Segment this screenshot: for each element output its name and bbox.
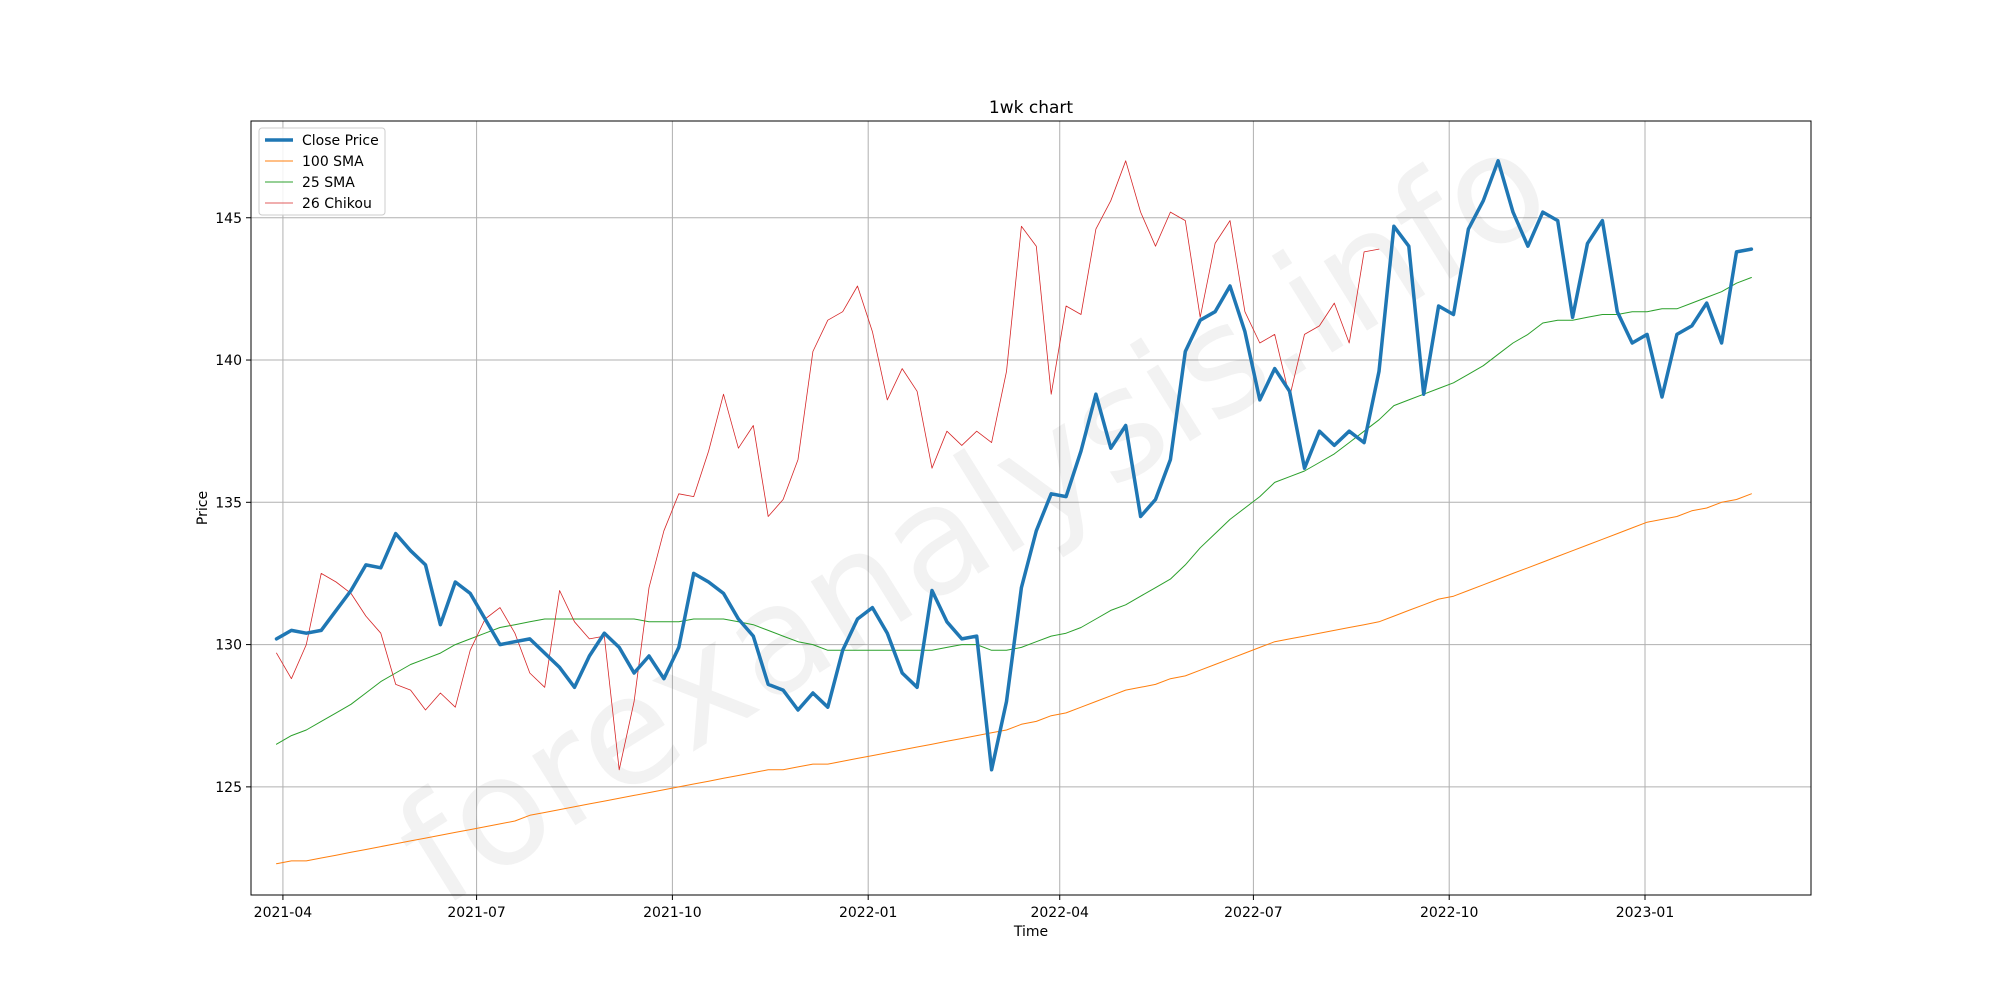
y-tick-label: 135 xyxy=(215,495,242,511)
legend: Close Price 100 SMA 25 SMA 26 Chikou xyxy=(258,127,386,216)
x-tick-label: 2021-07 xyxy=(447,905,506,921)
x-tick-label: 2022-07 xyxy=(1224,905,1283,921)
legend-label: 100 SMA xyxy=(302,154,364,170)
x-tick-label: 2021-04 xyxy=(254,905,313,921)
plot-frame xyxy=(250,120,1812,896)
y-tick-label: 125 xyxy=(215,780,242,796)
y-tick-label: 140 xyxy=(215,353,242,369)
x-tick-label: 2022-04 xyxy=(1030,905,1089,921)
legend-label: 26 Chikou xyxy=(302,196,372,212)
x-tick-label: 2023-01 xyxy=(1616,905,1675,921)
grid xyxy=(251,121,1811,895)
x-tick-label: 2022-01 xyxy=(839,905,898,921)
x-axis: 2021-04 2021-07 2021-10 2022-01 2022-04 2022-… xyxy=(254,895,1675,921)
y-tick-label: 145 xyxy=(215,211,242,227)
series-layer xyxy=(274,159,1754,865)
x-tick-label: 2022-10 xyxy=(1420,905,1479,921)
series-100-sma xyxy=(276,493,1752,865)
y-axis-label: Price xyxy=(195,491,211,525)
y-tick-label: 130 xyxy=(215,638,242,654)
y-axis: 125 130 135 140 145 xyxy=(215,211,251,796)
legend-label: 25 SMA xyxy=(302,175,355,191)
legend-box xyxy=(258,127,386,216)
x-tick-label: 2021-10 xyxy=(643,905,702,921)
chart-title: 1wk chart xyxy=(989,98,1073,118)
legend-label: Close Price xyxy=(302,133,379,149)
series-26-chikou xyxy=(276,160,1380,771)
x-axis-label: Time xyxy=(1013,924,1048,940)
series-close-price xyxy=(274,159,1754,772)
